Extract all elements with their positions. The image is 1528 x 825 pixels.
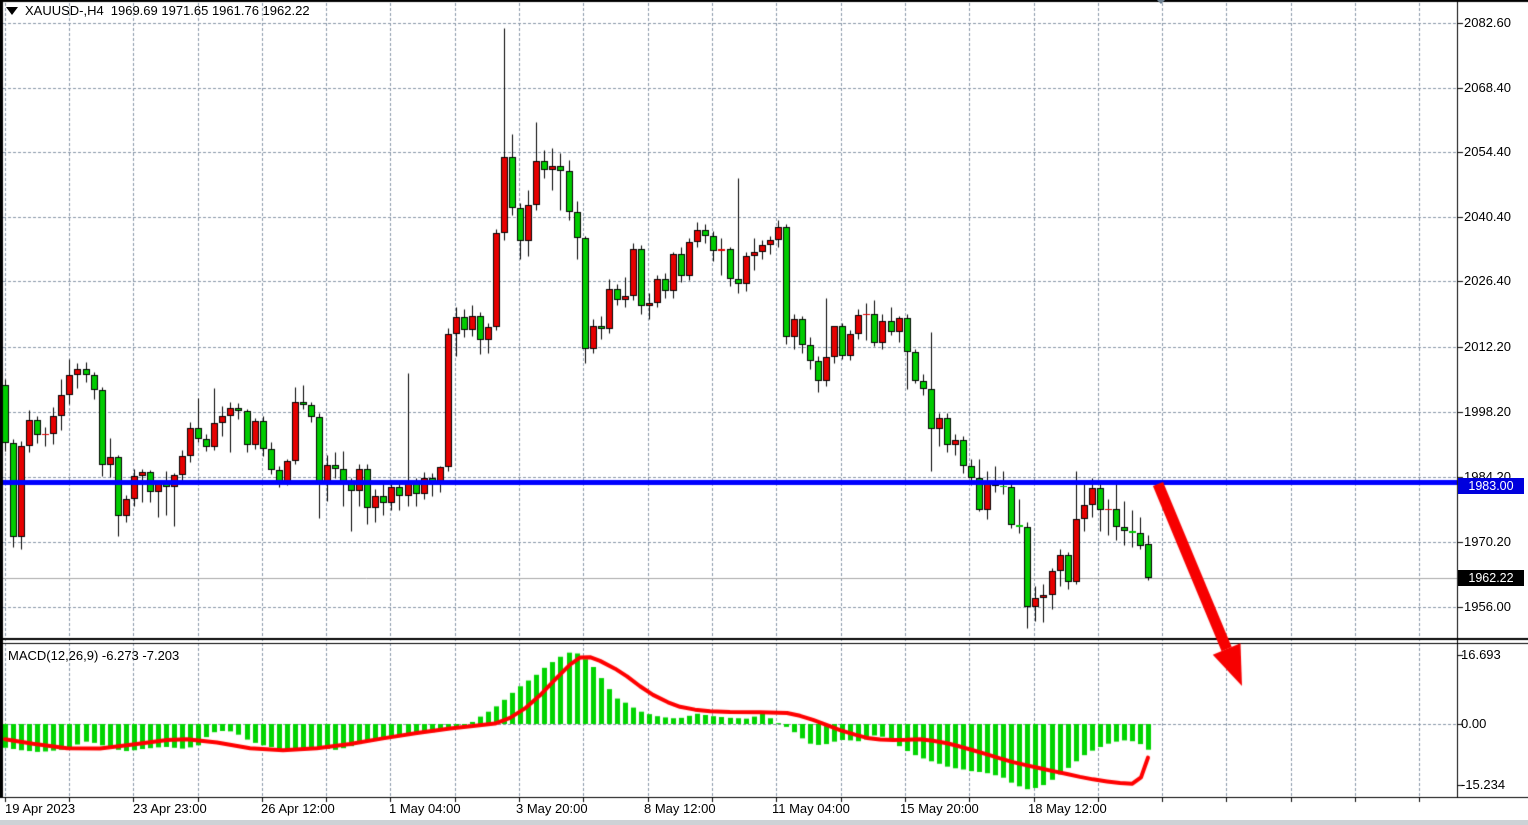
macd-axis-label: 0.00 xyxy=(1461,716,1487,731)
price-axis-label: 2054.40 xyxy=(1464,144,1511,159)
price-axis-label: 2026.40 xyxy=(1464,273,1511,288)
time-axis-label: 3 May 20:00 xyxy=(516,801,588,816)
symbol-dropdown-icon[interactable] xyxy=(6,7,18,15)
symbol-period-label: XAUUSD-,H4 xyxy=(25,3,104,18)
price-axis-label: 2068.40 xyxy=(1464,80,1511,95)
macd-axis-label: -15.234 xyxy=(1461,777,1506,792)
window-edge xyxy=(0,820,1528,825)
current-price-badge: 1962.22 xyxy=(1458,570,1524,586)
macd-axis-label: 16.693 xyxy=(1461,647,1501,662)
time-axis-label: 11 May 04:00 xyxy=(772,801,850,816)
price-axis-label: 1970.20 xyxy=(1464,534,1511,549)
price-axis-label: 2082.60 xyxy=(1464,15,1511,30)
time-axis-label: 23 Apr 23:00 xyxy=(133,801,207,816)
time-axis-label: 8 May 12:00 xyxy=(644,801,716,816)
time-axis-label: 19 Apr 2023 xyxy=(5,801,76,816)
ohlc-values-label: 1969.69 1971.65 1961.76 1962.22 xyxy=(110,3,310,18)
time-axis-label: 1 May 04:00 xyxy=(389,801,461,816)
macd-indicator-label: MACD(12,26,9) -6.273 -7.203 xyxy=(8,648,180,663)
price-axis-label: 1956.00 xyxy=(1464,599,1511,614)
price-axis-label: 1998.20 xyxy=(1464,404,1511,419)
support-price-badge: 1983.00 xyxy=(1458,478,1524,494)
price-axis-label: 2012.20 xyxy=(1464,339,1511,354)
time-axis-label: 15 May 20:00 xyxy=(900,801,979,816)
chart-title: XAUUSD-,H4 1969.69 1971.65 1961.76 1962.… xyxy=(6,3,310,19)
time-axis-label: 18 May 12:00 xyxy=(1028,801,1107,816)
time-axis-label: 26 Apr 12:00 xyxy=(261,801,335,816)
price-axis-label: 2040.40 xyxy=(1464,209,1511,224)
chart-shift-icon[interactable] xyxy=(1152,0,1170,4)
